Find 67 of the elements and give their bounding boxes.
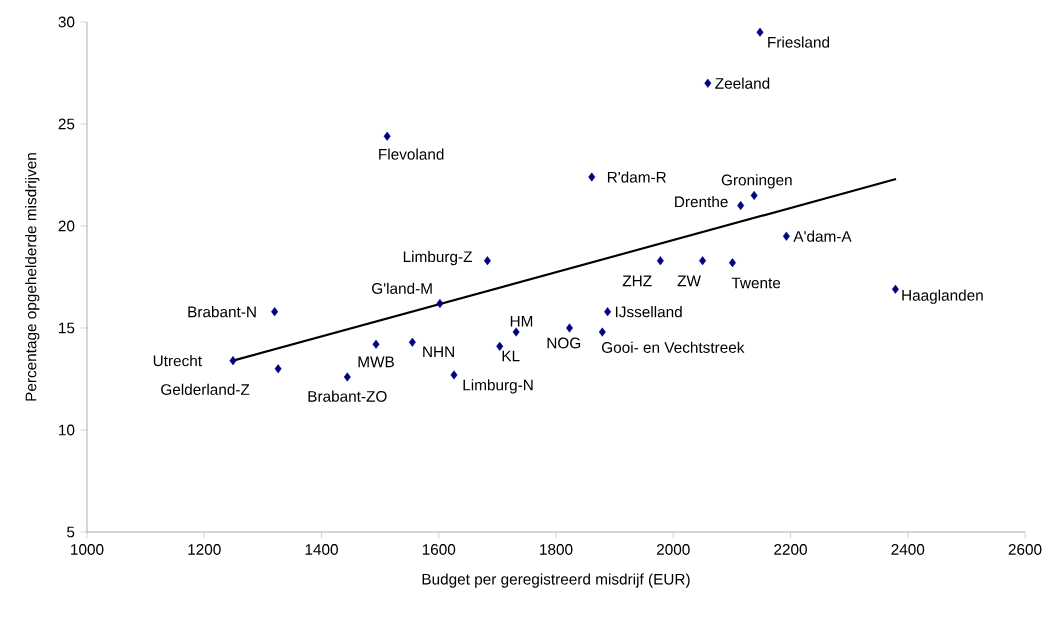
- point: [343, 372, 351, 382]
- annotation: Drenthe: [675, 195, 728, 208]
- x-axis-title: Budget per geregistreerd misdrijf (EUR): [422, 573, 690, 588]
- x-tick-label: 1000: [71, 544, 104, 555]
- annotation: Zeeland: [715, 77, 770, 89]
- annotation: Gooi- en Vechtstreek: [602, 341, 745, 353]
- point: [699, 256, 707, 266]
- y-tick-label: 20: [58, 220, 75, 232]
- annotation: G'land-M: [372, 282, 432, 294]
- annotation: Haaglanden: [902, 289, 983, 304]
- x-tick-label: 1200: [188, 544, 221, 555]
- x-tick-label: 1600: [422, 544, 456, 555]
- annotation: Gelderland-Z: [161, 383, 250, 395]
- point: [588, 172, 596, 182]
- annotation: Twente: [731, 277, 781, 289]
- point: [450, 370, 458, 380]
- annotation: Limburg-N: [463, 379, 533, 394]
- annotation: Flevoland: [379, 148, 444, 160]
- point: [604, 307, 612, 317]
- x-tick-label: 2600: [1008, 544, 1042, 555]
- annotation: MWB: [358, 356, 394, 368]
- annotation: ZHZ: [622, 275, 652, 287]
- y-tick-label: 15: [59, 322, 75, 334]
- annotation: Brabant-ZO: [308, 390, 387, 402]
- point: [782, 231, 790, 241]
- y-tick-label: 5: [67, 526, 75, 538]
- annotation: IJsselland: [615, 306, 682, 318]
- annotation: Brabant-N: [188, 306, 256, 318]
- point: [656, 256, 664, 266]
- point: [891, 284, 899, 294]
- y-tick-label: 10: [59, 424, 75, 436]
- point: [383, 131, 391, 141]
- annotation: Friesland: [768, 36, 830, 48]
- point: [750, 190, 758, 200]
- annotation: Limburg-Z: [403, 250, 472, 266]
- point: [737, 201, 745, 211]
- point: [372, 339, 380, 349]
- point: [229, 356, 237, 366]
- point: [271, 307, 279, 317]
- point: [729, 258, 736, 268]
- x-tick-label: 1400: [305, 544, 338, 555]
- annotation: KL: [502, 350, 520, 362]
- annotation: HM: [510, 315, 533, 327]
- annotation: A'dam-A: [793, 230, 852, 242]
- annotation: Utrecht: [153, 355, 202, 367]
- x-tick-label: 2400: [891, 544, 925, 555]
- point: [483, 256, 491, 266]
- x-tick-label: 1800: [540, 544, 573, 555]
- y-tick-label: 25: [58, 118, 75, 130]
- point: [274, 364, 282, 374]
- y-tick-label: 30: [58, 16, 75, 28]
- point: [756, 27, 764, 37]
- point: [408, 337, 416, 347]
- x-tick-label: 2000: [656, 544, 690, 555]
- point: [704, 78, 712, 88]
- x-tick-label: 2200: [774, 544, 807, 555]
- annotation: R'dam-R: [607, 171, 666, 183]
- point: [512, 327, 520, 337]
- point: [496, 341, 504, 351]
- point: [436, 298, 444, 309]
- annotation: Groningen: [721, 174, 792, 189]
- annotation: ZW: [677, 275, 701, 287]
- annotation: NOG: [547, 337, 581, 349]
- point: [598, 327, 606, 337]
- annotation: NHN: [423, 346, 454, 358]
- point: [566, 323, 573, 333]
- y-axis-title: Percentage opgehelderde misdrijven: [25, 153, 40, 401]
